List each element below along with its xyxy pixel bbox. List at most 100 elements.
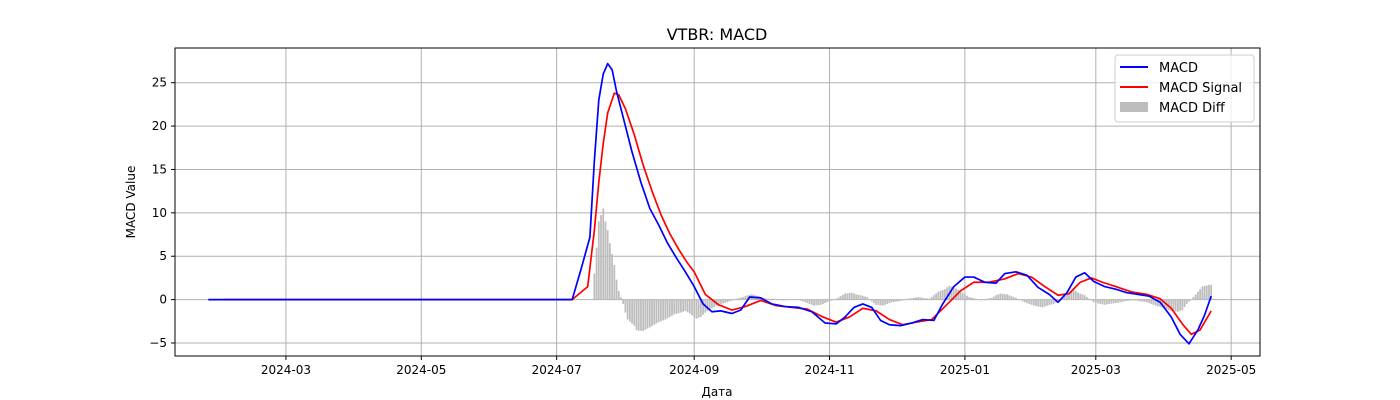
macd-diff-bar — [1132, 299, 1135, 301]
macd-diff-bar — [1108, 299, 1111, 304]
macd-diff-bar — [864, 296, 866, 300]
macd-diff-bar — [1139, 299, 1142, 302]
macd-diff-bar — [668, 299, 671, 317]
macd-diff-bar — [684, 299, 687, 311]
macd-diff-bar — [1030, 299, 1033, 305]
macd-diff-bar — [1099, 299, 1102, 304]
macd-diff-bar — [799, 299, 802, 301]
macd-diff-bar — [853, 293, 855, 300]
macd-diff-bar — [597, 221, 600, 300]
macd-diff-bar — [999, 293, 1002, 300]
macd-diff-bar — [766, 298, 769, 300]
macd-diff-bar — [1021, 299, 1024, 302]
legend: MACD MACD Signal MACD Diff — [1114, 54, 1255, 123]
macd-diff-bar — [691, 299, 693, 316]
macd-diff-bar — [1086, 297, 1088, 300]
macd-diff-bar — [802, 299, 804, 302]
macd-diff-bar — [1145, 299, 1148, 303]
macd-diff-bar — [1134, 299, 1137, 301]
macd-diff-bar — [1148, 299, 1150, 304]
macd-line — [208, 62, 1212, 345]
macd-diff-bar — [735, 298, 738, 300]
y-tick-label: 20 — [152, 119, 167, 133]
macd-diff-bar — [1210, 284, 1213, 300]
macd-diff-bar — [806, 299, 809, 304]
macd-diff-bar — [939, 290, 942, 300]
macd-diff-bar — [1183, 299, 1186, 307]
macd-diff-bar — [677, 299, 680, 314]
macd-diff-bar — [992, 296, 995, 300]
macd-diff-bar — [773, 298, 775, 300]
macd-diff-bar — [615, 279, 618, 300]
macd-diff-bar — [671, 299, 673, 316]
macd-diff-bar — [1152, 299, 1155, 305]
macd-diff-bar — [699, 299, 702, 317]
macd-diff-bar — [782, 299, 784, 301]
macd-diff-bar — [886, 299, 889, 304]
macd-diff-bar — [1090, 299, 1093, 301]
macd-diff-bar — [1088, 298, 1091, 300]
macd-diff-bar — [870, 299, 873, 302]
macd-diff-bar — [784, 299, 787, 301]
macd-diff-bar — [655, 299, 658, 324]
macd-diff-bar — [673, 299, 676, 315]
macd-diff-bar — [961, 292, 964, 300]
macd-diff-bar — [893, 299, 895, 302]
macd-diff-bar — [1185, 299, 1188, 304]
macd-diff-bar — [1072, 290, 1075, 300]
macd-diff-bar — [1170, 299, 1173, 311]
macd-diff-bar — [1035, 299, 1037, 306]
macd-diff-bar — [695, 299, 698, 319]
macd-diff-bar — [924, 298, 926, 300]
macd-diff-bar — [1039, 299, 1042, 307]
macd-diff-bar — [697, 299, 700, 318]
macd-diff-bar — [1028, 299, 1031, 304]
macd-diff-bar — [1052, 299, 1055, 304]
macd-diff-bar — [600, 215, 602, 300]
macd-diff-bar — [866, 297, 869, 300]
macd-diff-bar — [873, 299, 875, 304]
macd-diff-bar — [1125, 299, 1128, 302]
macd-diff-bar — [631, 299, 633, 324]
macd-diff-bar — [646, 299, 649, 329]
macd-diff-bar — [988, 298, 991, 300]
macd-diff-bar — [1048, 299, 1051, 306]
macd-diff-bar — [675, 299, 678, 314]
x-tick-label: 2024-09 — [669, 363, 719, 377]
macd-diff-bar — [830, 299, 833, 301]
macd-diff-bar — [1083, 295, 1086, 300]
macd-diff-bar — [819, 299, 822, 305]
macd-diff-bar — [944, 289, 946, 300]
macd-diff-bar — [946, 287, 949, 300]
macd-diff-bar — [1092, 299, 1095, 303]
macd-diff-bar — [844, 293, 846, 300]
macd-diff-bar — [1117, 299, 1119, 303]
macd-diff-bar — [835, 298, 838, 300]
macd-diff-bar — [839, 296, 842, 300]
macd-diff-bar — [717, 299, 720, 305]
macd-diff-bar — [595, 247, 598, 300]
legend-label-diff: MACD Diff — [1159, 101, 1226, 116]
legend-label-macd: MACD — [1159, 61, 1198, 76]
macd-diff-bar — [875, 299, 878, 305]
macd-diff-bar — [899, 299, 902, 301]
macd-diff-bar — [708, 299, 711, 310]
macd-diff-bar — [648, 299, 651, 328]
macd-diff-bar — [828, 299, 831, 302]
y-tick-label: 15 — [152, 162, 167, 176]
y-tick-label: 0 — [159, 293, 167, 307]
macd-diff-bar — [1123, 299, 1126, 302]
macd-diff-bar — [686, 299, 689, 313]
plot-frame — [174, 47, 1261, 357]
macd-diff-bar — [651, 299, 653, 327]
legend-swatch-diff — [1120, 102, 1148, 112]
macd-diff-bar — [1168, 299, 1170, 311]
macd-diff-bar — [1128, 299, 1130, 301]
macd-diff-bar — [990, 297, 993, 300]
macd-diff-bar — [850, 292, 853, 300]
macd-diff-bar — [1112, 299, 1115, 304]
macd-diff-bar — [970, 297, 973, 300]
macd-diff-bar — [848, 292, 851, 300]
macd-diff-bar — [657, 299, 660, 323]
